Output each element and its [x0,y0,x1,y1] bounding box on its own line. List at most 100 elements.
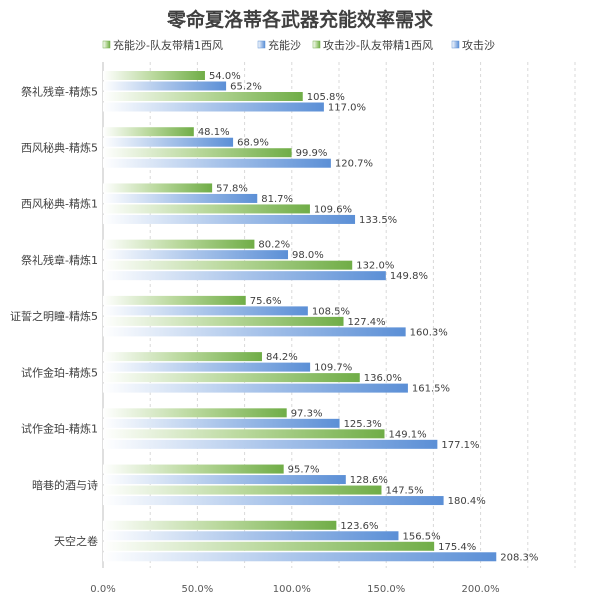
legend-swatch-2 [257,40,266,49]
bar-1-9 [103,520,337,530]
bar-2-6 [103,362,311,372]
bar-3-6 [103,373,360,383]
value-label: 117.0% [328,103,366,114]
value-label: 99.9% [296,148,328,159]
bar-3-4 [103,260,353,270]
value-label: 109.7% [314,363,352,374]
value-label: 147.5% [385,486,423,497]
value-label: 75.6% [250,296,282,307]
category-label: 试作金珀-精炼5 [21,365,98,379]
value-label: 97.3% [291,408,323,419]
bar-3-3 [103,204,310,214]
legend-swatch-4 [451,40,460,49]
bar-4-9 [103,552,497,562]
bar-3-5 [103,316,344,326]
category-label: 祭礼残章-精炼1 [21,253,98,267]
category-label: 暗巷的酒与诗 [32,478,98,492]
bar-2-7 [103,418,340,428]
category-labels-group: 祭礼残章-精炼5 西风秘典-精炼5 西风秘典-精炼1 祭礼残章-精炼1 证誓之明瞳-精炼… [10,84,98,548]
bar-1-4 [103,239,255,249]
x-tick-label: 200.0% [462,584,500,595]
value-label: 84.2% [266,352,298,363]
x-tick-label: 50.0% [182,584,214,595]
value-label: 95.7% [288,465,320,476]
bars-group [103,71,497,562]
value-label: 133.5% [359,215,397,226]
value-label: 48.1% [198,127,230,138]
bar-3-2 [103,148,292,158]
bar-3-9 [103,541,435,551]
legend-label-4: 攻击沙 [462,38,495,52]
bar-1-7 [103,408,287,418]
category-label: 西风秘典-精炼5 [21,140,98,154]
bar-1-8 [103,464,284,474]
value-label: 108.5% [312,306,350,317]
value-label: 123.6% [340,521,378,532]
bar-2-9 [103,531,399,541]
bar-4-7 [103,439,438,449]
value-label: 180.4% [448,496,486,507]
x-axis-ticks: 0.0% 50.0% 100.0% 150.0% 200.0% [90,584,499,595]
value-label: 128.6% [350,475,388,486]
bar-4-5 [103,327,406,337]
bar-4-1 [103,102,324,112]
x-tick-label: 100.0% [273,584,311,595]
category-label: 西风秘典-精炼1 [21,197,98,211]
bar-4-3 [103,214,356,224]
value-label: 161.5% [412,384,450,395]
bar-1-5 [103,295,246,305]
value-label: 109.6% [314,204,352,215]
value-label: 136.0% [364,373,402,384]
legend-swatch-1 [102,40,111,49]
value-label: 149.1% [389,429,427,440]
category-label: 祭礼残章-精炼5 [21,84,98,98]
legend-label-3: 攻击沙-队友带精1西风 [323,38,433,52]
x-tick-label: 150.0% [367,584,405,595]
value-label: 81.7% [261,194,293,205]
legend-swatch-3 [312,40,321,49]
bar-2-2 [103,137,234,147]
value-label: 54.0% [209,71,241,82]
bar-3-1 [103,92,303,101]
bar-1-2 [103,127,194,137]
category-label: 试作金珀-精炼1 [21,422,98,436]
bar-2-4 [103,250,289,260]
chart-title: 零命夏洛蒂各武器充能效率需求 [166,8,434,31]
bar-1-3 [103,183,213,193]
legend-label-2: 充能沙 [268,38,301,52]
value-label: 80.2% [258,240,290,251]
value-label: 160.3% [410,327,448,338]
bar-2-8 [103,475,346,485]
legend-label-1: 充能沙-队友带精1西风 [113,38,223,52]
value-label: 177.1% [441,440,479,451]
value-label: 120.7% [335,159,373,170]
bar-2-3 [103,193,258,203]
bar-3-7 [103,429,385,439]
bar-4-2 [103,158,331,168]
bar-4-8 [103,496,444,506]
value-label: 98.0% [292,250,324,261]
bar-4-4 [103,271,386,281]
bar-1-6 [103,352,262,362]
value-label: 65.2% [230,82,262,93]
value-label: 105.8% [307,92,345,103]
value-label: 149.8% [390,271,428,282]
bar-3-8 [103,485,382,495]
category-label: 天空之卷 [54,534,98,548]
value-label: 156.5% [402,531,440,542]
value-label: 57.8% [216,183,248,194]
legend: 充能沙-队友带精1西风 充能沙 攻击沙-队友带精1西风 攻击沙 [102,38,495,52]
category-label: 证誓之明瞳-精炼5 [10,309,98,323]
value-labels-group: 54.0%65.2% 105.8%117.0% 48.1% 68.9% 99.9% 120… [198,71,539,563]
bar-2-5 [103,306,308,316]
value-label: 175.4% [438,542,476,553]
bar-1-1 [103,71,205,80]
value-label: 125.3% [344,419,382,430]
value-label: 132.0% [356,261,394,272]
value-label: 68.9% [237,138,269,149]
value-label: 208.3% [500,552,538,563]
bar-4-6 [103,383,408,393]
x-tick-label: 0.0% [90,584,115,595]
